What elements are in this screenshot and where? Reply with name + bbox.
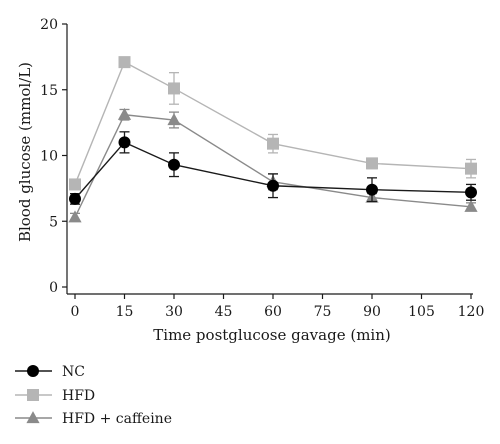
data-point-hfd xyxy=(69,178,81,191)
x-tick-label: 120 xyxy=(458,304,485,320)
legend-marker-hfd-caffeine xyxy=(26,411,40,424)
y-axis-title: Blood glucose (mmol/L) xyxy=(16,62,34,242)
y-tick-label: 10 xyxy=(40,149,58,165)
data-point-hfd-caffeine xyxy=(68,210,82,223)
x-axis-title: Time postglucose gavage (min) xyxy=(153,326,390,344)
x-tick-label: 15 xyxy=(116,304,134,320)
data-point-nc xyxy=(366,183,378,196)
data-point-hfd xyxy=(168,82,180,95)
y-tick-label: 5 xyxy=(49,214,58,230)
series-line-hfd xyxy=(74,61,472,185)
legend-marker-hfd xyxy=(27,389,39,401)
x-tick-label: 0 xyxy=(71,304,80,320)
data-point-hfd xyxy=(267,137,279,150)
y-tick-label: 0 xyxy=(49,280,58,296)
x-tick-label: 30 xyxy=(165,304,183,320)
series-hfd xyxy=(69,56,477,191)
series-line-hfd-caffeine xyxy=(74,113,472,218)
legend: NC HFD HFD + caffeine xyxy=(15,364,172,427)
legend-label-hfd-caffeine: HFD + caffeine xyxy=(62,411,172,427)
axes: 0 5 10 15 20 0 15 30 45 60 75 90 105 120 xyxy=(40,17,484,320)
data-point-nc xyxy=(465,186,477,199)
x-tick-label: 90 xyxy=(363,304,381,320)
series-nc xyxy=(69,131,477,205)
legend-label-hfd: HFD xyxy=(62,388,95,404)
data-point-hfd-caffeine xyxy=(464,199,478,212)
x-tick-label: 75 xyxy=(314,304,332,320)
y-tick-label: 15 xyxy=(40,83,58,99)
data-point-hfd xyxy=(465,162,477,175)
data-point-hfd xyxy=(366,157,378,170)
data-point-hfd-caffeine xyxy=(117,107,132,120)
x-tick-label: 45 xyxy=(215,304,233,320)
data-point-nc xyxy=(168,158,180,171)
legend-label-nc: NC xyxy=(62,364,85,380)
y-tick-label: 20 xyxy=(40,17,58,33)
data-point-nc xyxy=(267,179,279,192)
x-tick-label: 60 xyxy=(264,304,282,320)
data-point-hfd xyxy=(118,56,131,69)
legend-marker-nc xyxy=(27,365,39,377)
series-line-nc xyxy=(74,141,472,200)
data-point-nc xyxy=(118,136,131,149)
data-point-nc xyxy=(69,192,81,205)
x-tick-label: 105 xyxy=(408,304,435,320)
series-layer xyxy=(68,56,478,223)
data-point-hfd-caffeine xyxy=(167,113,181,126)
